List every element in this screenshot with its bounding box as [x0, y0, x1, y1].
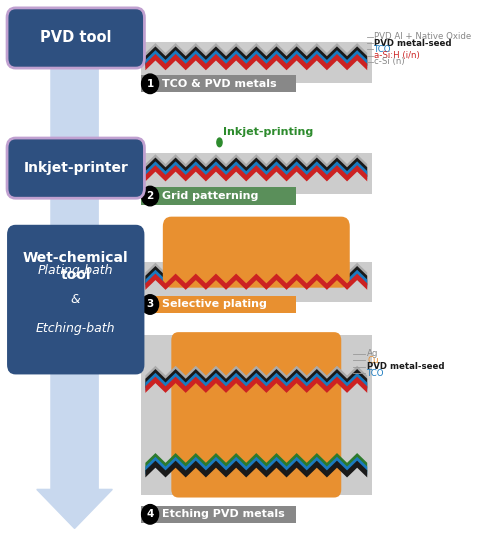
Text: TCO: TCO [374, 45, 392, 53]
FancyBboxPatch shape [141, 42, 372, 83]
Polygon shape [145, 161, 367, 179]
FancyBboxPatch shape [141, 335, 372, 495]
Polygon shape [37, 60, 112, 529]
Text: 2: 2 [147, 191, 154, 201]
Text: Plating-bath: Plating-bath [38, 264, 114, 277]
Text: Ag: Ag [367, 349, 379, 358]
Polygon shape [145, 266, 367, 286]
Circle shape [142, 74, 158, 94]
Text: Cu: Cu [367, 356, 379, 365]
Polygon shape [145, 461, 367, 477]
Polygon shape [145, 46, 367, 66]
Circle shape [142, 295, 158, 314]
Polygon shape [145, 369, 367, 389]
FancyBboxPatch shape [141, 506, 296, 523]
Text: 3: 3 [147, 300, 154, 310]
Polygon shape [145, 457, 367, 475]
Text: TCO & PVD metals: TCO & PVD metals [162, 79, 277, 89]
FancyBboxPatch shape [141, 187, 296, 205]
Text: Etching PVD metals: Etching PVD metals [162, 510, 285, 519]
FancyBboxPatch shape [7, 8, 145, 68]
Polygon shape [145, 54, 367, 70]
Polygon shape [145, 373, 367, 391]
Polygon shape [145, 165, 367, 181]
Polygon shape [145, 453, 367, 471]
Text: TCO: TCO [367, 369, 385, 378]
Text: PVD Al + Native Oxide: PVD Al + Native Oxide [374, 32, 471, 41]
Polygon shape [145, 366, 367, 387]
Text: Wet-chemical
tool: Wet-chemical tool [23, 251, 128, 282]
Polygon shape [145, 43, 367, 65]
Polygon shape [145, 263, 367, 284]
Text: &: & [71, 293, 81, 306]
Text: Selective plating: Selective plating [162, 300, 267, 310]
FancyBboxPatch shape [7, 225, 145, 374]
Polygon shape [145, 450, 367, 471]
Polygon shape [145, 158, 367, 177]
Polygon shape [145, 50, 367, 68]
Text: Etching-bath: Etching-bath [36, 322, 116, 335]
FancyBboxPatch shape [141, 153, 372, 194]
Text: Inkjet-printing: Inkjet-printing [223, 127, 313, 137]
FancyBboxPatch shape [141, 262, 372, 302]
FancyBboxPatch shape [171, 332, 341, 498]
Text: 4: 4 [147, 510, 154, 519]
Polygon shape [145, 154, 367, 176]
Text: PVD metal-seed: PVD metal-seed [367, 362, 445, 371]
Text: c-Si (n): c-Si (n) [374, 57, 405, 66]
Polygon shape [145, 377, 367, 393]
Polygon shape [145, 270, 367, 288]
Polygon shape [145, 274, 367, 290]
Text: 1: 1 [147, 79, 154, 89]
Text: Grid patterning: Grid patterning [162, 191, 259, 201]
Text: Inkjet-printer: Inkjet-printer [23, 161, 128, 175]
Ellipse shape [217, 138, 222, 147]
FancyBboxPatch shape [163, 217, 350, 288]
FancyBboxPatch shape [141, 296, 296, 313]
Circle shape [142, 505, 158, 524]
Text: PVD metal-seed: PVD metal-seed [374, 39, 452, 47]
FancyBboxPatch shape [7, 138, 145, 198]
Text: a-Si:H (i/n): a-Si:H (i/n) [374, 51, 420, 60]
Text: PVD tool: PVD tool [40, 31, 112, 45]
FancyBboxPatch shape [141, 75, 296, 93]
Circle shape [142, 186, 158, 206]
